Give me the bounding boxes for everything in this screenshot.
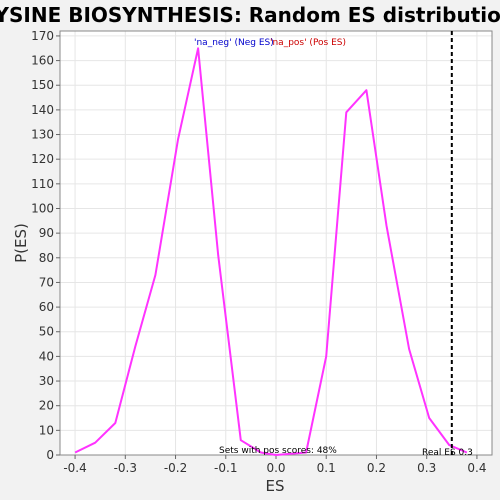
series-line: [74, 47, 468, 456]
x-tick-label: 0.4: [467, 461, 486, 475]
y-tick-label: 110: [31, 177, 54, 191]
y-axis-label: P(ES): [12, 223, 30, 263]
chart-title: LYSINE BIOSYNTHESIS: Random ES distribut…: [0, 3, 500, 27]
y-tick-label: 90: [39, 226, 54, 240]
x-axis-label: ES: [266, 477, 285, 495]
y-tick-label: 40: [39, 349, 54, 363]
y-tick-label: 120: [31, 152, 54, 166]
y-tick-label: 80: [39, 251, 54, 265]
x-tick-label: 0.0: [266, 461, 285, 475]
x-tick-label: 0.3: [417, 461, 436, 475]
x-tick-label: -0.4: [63, 461, 86, 475]
series-layer: [74, 47, 468, 456]
y-tick-label: 160: [31, 54, 54, 68]
x-tick-label: 0.2: [367, 461, 386, 475]
x-tick-label: -0.2: [164, 461, 187, 475]
y-tick-label: 70: [39, 275, 54, 289]
y-tick-label: 130: [31, 128, 54, 142]
y-tick-label: 50: [39, 325, 54, 339]
legend-neg-label: 'na_neg' (Neg ES): [194, 38, 274, 48]
y-tick-label: 170: [31, 29, 54, 43]
x-tick-label: -0.3: [114, 461, 137, 475]
y-tick-label: 150: [31, 78, 54, 92]
real-es-label: Real ES 0.3: [422, 448, 473, 458]
annotations-layer: 'na_neg' (Neg ES)'na_pos' (Pos ES) Sets w…: [194, 31, 473, 458]
legend-pos-label: 'na_pos' (Pos ES): [270, 38, 346, 48]
y-tick-label: 60: [39, 300, 54, 314]
y-tick-label: 0: [46, 448, 54, 462]
y-tick-label: 30: [39, 374, 54, 388]
x-tick-label: -0.1: [214, 461, 237, 475]
x-tick-label: 0.1: [317, 461, 336, 475]
sets-pos-scores-text: Sets with pos scores: 48%: [219, 446, 337, 456]
y-tick-label: 100: [31, 201, 54, 215]
y-tick-label: 140: [31, 103, 54, 117]
y-tick-label: 20: [39, 399, 54, 413]
y-tick-label: 10: [39, 423, 54, 437]
axes: 0 10 20 30 40 50 60 70 80 90 100 110 120 130 140 150 160…: [31, 29, 493, 475]
